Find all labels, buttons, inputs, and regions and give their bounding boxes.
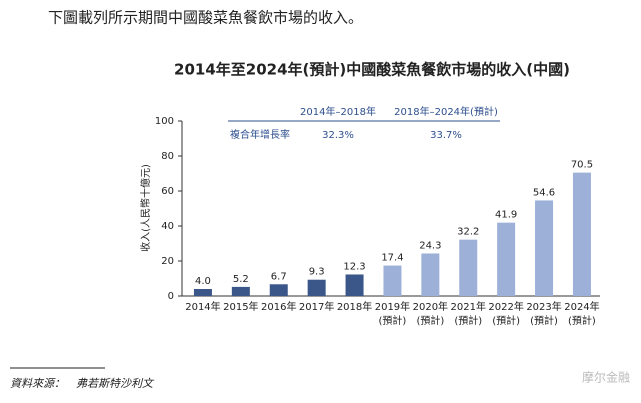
data-label: 9.3 bbox=[309, 267, 325, 278]
y-tick-label: 20 bbox=[161, 256, 174, 267]
x-tick-label: 2023年 bbox=[526, 300, 561, 313]
intro-text: 下圖載列所示期間中國酸菜魚餐飲市場的收入。 bbox=[48, 9, 363, 27]
bar bbox=[497, 222, 516, 296]
bar bbox=[459, 239, 478, 296]
bar bbox=[572, 172, 591, 296]
data-label: 70.5 bbox=[571, 160, 593, 171]
data-label: 6.7 bbox=[271, 271, 287, 282]
bar bbox=[231, 286, 250, 296]
chart-title: 2014年至2024年(預計)中國酸菜魚餐飲市場的收入(中國) bbox=[174, 61, 570, 79]
x-tick-sublabel: (預計) bbox=[492, 314, 520, 327]
y-tick-label: 80 bbox=[161, 151, 174, 162]
y-tick-label: 0 bbox=[168, 291, 174, 302]
data-label: 17.4 bbox=[381, 253, 403, 264]
table-cell: 33.7% bbox=[430, 130, 462, 141]
x-tick-label: 2021年 bbox=[451, 300, 486, 313]
y-tick-label: 60 bbox=[161, 186, 174, 197]
bar bbox=[421, 253, 440, 296]
y-tick-label: 40 bbox=[161, 221, 174, 232]
bar bbox=[535, 200, 554, 296]
source-note: 資料來源： 弗若斯特沙利文 bbox=[10, 377, 155, 390]
x-tick-sublabel: (預計) bbox=[454, 314, 482, 327]
x-tick-label: 2018年 bbox=[337, 300, 372, 313]
x-tick-sublabel: (預計) bbox=[379, 314, 407, 327]
data-label: 12.3 bbox=[343, 261, 365, 272]
y-axis-label: 收入(人民幣十億元) bbox=[139, 164, 152, 252]
x-tick-sublabel: (預計) bbox=[416, 314, 444, 327]
table-cell: 32.3% bbox=[322, 130, 354, 141]
bar bbox=[269, 284, 288, 296]
table-row-label: 複合年增長率 bbox=[230, 128, 290, 141]
data-label: 32.2 bbox=[457, 227, 479, 238]
x-tick-sublabel: (預計) bbox=[568, 314, 596, 327]
x-tick-sublabel: (預計) bbox=[530, 314, 558, 327]
bar bbox=[193, 289, 212, 296]
x-tick-label: 2022年 bbox=[488, 300, 523, 313]
watermark: 摩尔金融 bbox=[582, 370, 630, 385]
data-label: 5.2 bbox=[233, 274, 249, 285]
bar bbox=[307, 279, 326, 296]
table-header: 2014年–2018年 bbox=[300, 105, 376, 118]
x-tick-label: 2014年 bbox=[185, 300, 220, 313]
data-label: 24.3 bbox=[419, 240, 441, 251]
x-tick-label: 2019年 bbox=[375, 300, 410, 313]
x-tick-label: 2016年 bbox=[261, 300, 296, 313]
table-header: 2018年–2024年(預計) bbox=[394, 105, 498, 118]
data-label: 41.9 bbox=[495, 210, 517, 221]
x-tick-label: 2017年 bbox=[299, 300, 334, 313]
bar bbox=[383, 265, 402, 296]
y-tick-label: 100 bbox=[155, 116, 174, 127]
x-tick-label: 2015年 bbox=[223, 300, 258, 313]
x-tick-label: 2020年 bbox=[413, 300, 448, 313]
data-label: 4.0 bbox=[195, 276, 211, 287]
bar bbox=[345, 274, 364, 296]
data-label: 54.6 bbox=[533, 187, 555, 198]
x-tick-label: 2024年 bbox=[564, 300, 599, 313]
